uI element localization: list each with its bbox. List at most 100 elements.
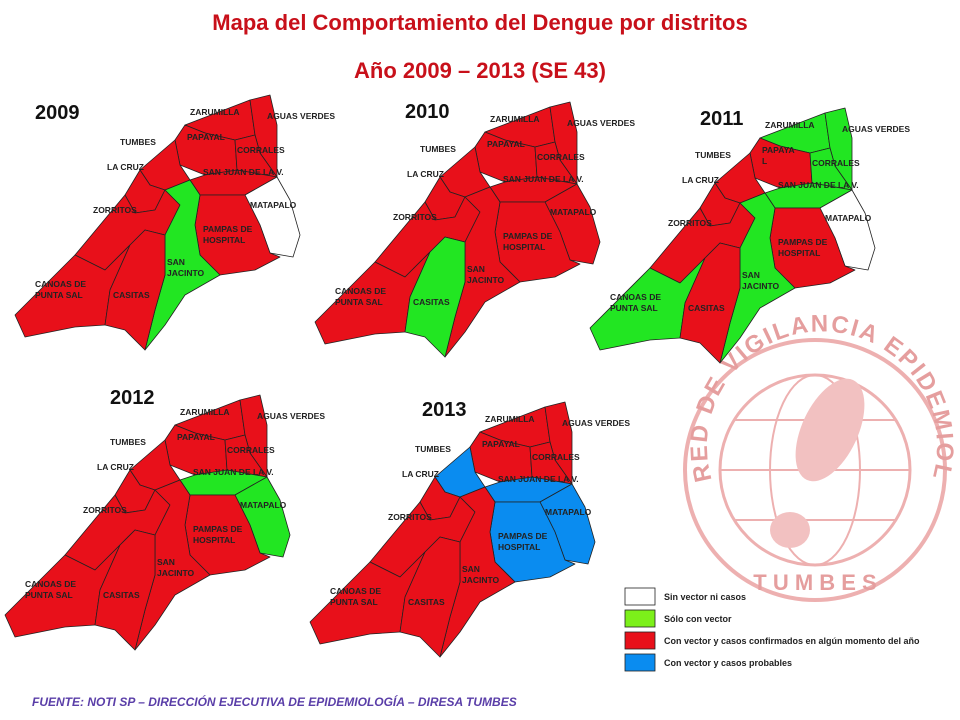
legend-label: Con vector y casos confirmados en algún … — [664, 636, 920, 646]
district-label: PAMPAS DE — [498, 531, 548, 541]
legend-label: Sin vector ni casos — [664, 592, 746, 602]
district-map: ZARUMILLA AGUAS VERDES TUMBES PAPAYAL CORRAL… — [4, 387, 325, 651]
district-label: MATAPALO — [545, 507, 592, 517]
district-label: SAN — [157, 557, 175, 567]
district-label: ZARUMILLA — [485, 414, 535, 424]
district-label: CORRALES — [812, 158, 860, 168]
district-label: JACINTO — [462, 575, 500, 585]
district-label: PAMPAS DE — [203, 224, 253, 234]
title: Mapa del Comportamiento del Dengue por d… — [212, 10, 747, 35]
district-label: HOSPITAL — [503, 242, 545, 252]
district-label: CASITAS — [688, 303, 725, 313]
district-label: CASITAS — [413, 297, 450, 307]
district-label: PAMPAS DE — [503, 231, 553, 241]
district-label: PAPAYAL — [487, 139, 525, 149]
district-label: SAN — [462, 564, 480, 574]
district — [234, 134, 278, 178]
district-label: PUNTA SAL — [35, 290, 83, 300]
legend-swatch — [624, 631, 656, 650]
district-label: ZORRITOS — [93, 205, 137, 215]
legend-swatch — [624, 609, 656, 628]
district — [534, 141, 578, 185]
district-label: CANOAS DE — [25, 579, 76, 589]
district-label: ZARUMILLA — [180, 407, 230, 417]
year-label: 2010 — [405, 101, 450, 123]
district-label: SAN JUAN DE LA V. — [778, 180, 859, 190]
district-label: ZORRITOS — [668, 218, 712, 228]
district-label: JACINTO — [167, 268, 205, 278]
year-label: 2009 — [35, 102, 80, 124]
district-label: LA CRUZ — [407, 169, 444, 179]
district-label: SAN — [742, 270, 760, 280]
legend-label: Sólo con vector — [664, 614, 732, 624]
district-label: L — [762, 156, 767, 166]
district-map: ZARUMILLA AGUAS VERDES TUMBES PAPAYAL CORRAL… — [309, 399, 630, 658]
district-label: ZARUMILLA — [190, 107, 240, 117]
legend-label: Con vector y casos probables — [664, 658, 792, 668]
year-label: 2013 — [422, 399, 467, 421]
district-label: TUMBES — [420, 144, 456, 154]
district-label: AGUAS VERDES — [567, 118, 635, 128]
district-label: AGUAS VERDES — [257, 411, 325, 421]
district-label: PUNTA SAL — [25, 590, 73, 600]
district — [809, 147, 853, 191]
district-map: ZARUMILLA AGUAS VERDES TUMBES PAPAYAL CORRAL… — [589, 107, 910, 364]
district-label: TUMBES — [415, 444, 451, 454]
district-label: HOSPITAL — [778, 248, 820, 258]
district-label: AGUAS VERDES — [562, 418, 630, 428]
district-label: PAMPAS DE — [778, 237, 828, 247]
district — [679, 242, 741, 364]
district-label: MATAPALO — [825, 213, 872, 223]
district-label: SAN JUAN DE LA V. — [203, 167, 284, 177]
legend-swatch — [624, 587, 656, 606]
district-label: CORRALES — [237, 145, 285, 155]
district-label: MATAPALO — [250, 200, 297, 210]
district-label: CASITAS — [103, 590, 140, 600]
district — [104, 229, 166, 351]
district-label: CORRALES — [227, 445, 275, 455]
district-label: CANOAS DE — [610, 292, 661, 302]
district-label: ZARUMILLA — [490, 114, 540, 124]
logo-heel — [770, 512, 810, 548]
district-map: ZARUMILLA AGUAS VERDES TUMBES PAPAYAL CORRAL… — [14, 94, 335, 351]
district-map: ZARUMILLA AGUAS VERDES TUMBES PAPAYAL CORRAL… — [314, 101, 635, 358]
district — [399, 536, 461, 658]
district-label: SAN JUAN DE LA V. — [503, 174, 584, 184]
district-label: CANOAS DE — [330, 586, 381, 596]
source: FUENTE: NOTI SP – DIRECCIÓN EJECUTIVA DE… — [32, 694, 517, 709]
district-label: TUMBES — [695, 150, 731, 160]
logo-foot — [795, 378, 865, 482]
district-label: LA CRUZ — [107, 162, 144, 172]
district-label: CANOAS DE — [35, 279, 86, 289]
district-label: SAN JUAN DE LA V. — [193, 467, 274, 477]
year-label: 2011 — [700, 108, 743, 130]
district-label: AGUAS VERDES — [267, 111, 335, 121]
district-label: PUNTA SAL — [610, 303, 658, 313]
district-label: LA CRUZ — [97, 462, 134, 472]
district-label: HOSPITAL — [193, 535, 235, 545]
district-label: JACINTO — [467, 275, 505, 285]
district-label: ZORRITOS — [83, 505, 127, 515]
district-label: LA CRUZ — [682, 175, 719, 185]
district-label: ZORRITOS — [393, 212, 437, 222]
district-label: CORRALES — [532, 452, 580, 462]
district-label: SAN — [167, 257, 185, 267]
district-label: CASITAS — [113, 290, 150, 300]
district-label: LA CRUZ — [402, 469, 439, 479]
district — [94, 529, 156, 651]
district-label: AGUAS VERDES — [842, 124, 910, 134]
district-label: SAN JUAN DE LA V. — [498, 474, 579, 484]
district-label: TUMBES — [110, 437, 146, 447]
district-label: PAPAYA — [762, 145, 795, 155]
district-label: JACINTO — [157, 568, 195, 578]
district-label: SAN — [467, 264, 485, 274]
logo-bottom: T U M B E S — [753, 570, 876, 595]
district-label: PAPAYAL — [482, 439, 520, 449]
district-label: CASITAS — [408, 597, 445, 607]
district-label: PAPAYAL — [187, 132, 225, 142]
district-label: MATAPALO — [550, 207, 597, 217]
district-label: ZARUMILLA — [765, 120, 815, 130]
district-label: CORRALES — [537, 152, 585, 162]
district-label: CANOAS DE — [335, 286, 386, 296]
